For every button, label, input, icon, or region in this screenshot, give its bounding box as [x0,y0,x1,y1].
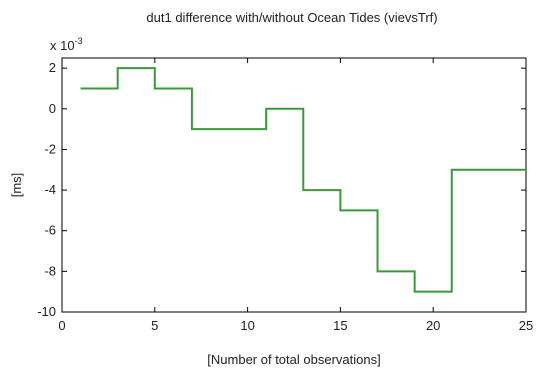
y-tick-label: -10 [37,304,56,319]
y-axis-label: [ms] [9,173,24,198]
y-tick-label: -4 [44,182,56,197]
x-tick-label: 20 [426,318,440,333]
x-tick-label: 0 [58,318,65,333]
svg-text:x 10-3: x 10-3 [50,36,83,53]
series-layer [80,67,526,293]
y-multiplier-exponent: -3 [75,36,83,46]
y-tick-label: -6 [44,223,56,238]
y-tick-label: -2 [44,141,56,156]
chart-title: dut1 difference with/without Ocean Tides… [146,10,437,25]
x-tick-label: 15 [333,318,347,333]
y-tick-label: 0 [49,101,56,116]
y-multiplier: x 10-3 [50,36,83,53]
x-tick-label: 10 [240,318,254,333]
series-line [80,67,526,293]
x-axis-ticks: 0 5 10 15 20 25 [58,58,533,333]
x-tick-label: 25 [519,318,533,333]
y-axis-ticks: 2 0 -2 -4 -6 -8 -10 [37,60,526,319]
y-multiplier-base: x 10 [50,38,75,53]
y-tick-label: -8 [44,263,56,278]
x-axis-label: [Number of total observations] [207,352,380,367]
plot-area [61,57,527,313]
y-tick-label: 2 [49,60,56,75]
x-tick-label: 5 [151,318,158,333]
